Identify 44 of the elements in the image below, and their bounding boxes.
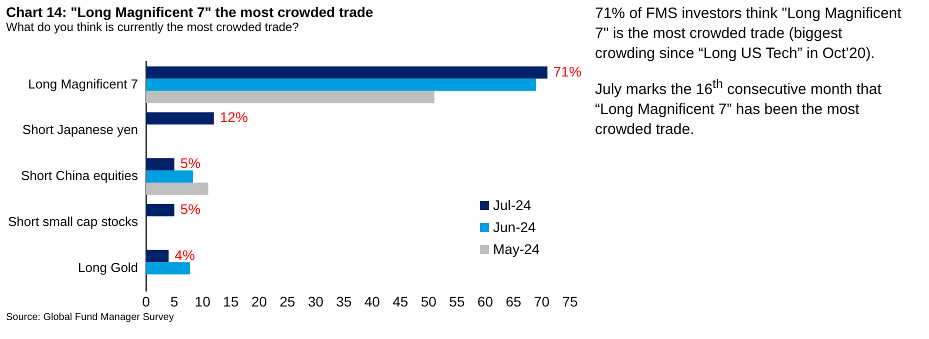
chart-title: Chart 14: "Long Magnificent 7" the most crowded trade (6, 4, 374, 20)
data-label: 5% (180, 201, 201, 218)
x-tick-label: 65 (506, 293, 522, 310)
x-tick-label: 50 (420, 293, 437, 310)
x-tick-label: 0 (142, 293, 150, 310)
x-tick-label: 30 (308, 293, 324, 310)
y-tick-label: Short small cap stocks (8, 214, 139, 229)
legend-label: May-24 (493, 241, 540, 257)
y-tick-label: Short Japanese yen (22, 122, 138, 138)
bar (146, 204, 174, 216)
x-tick-label: 25 (280, 293, 296, 310)
bar (146, 112, 214, 125)
bar (146, 158, 174, 170)
data-label: 12% (220, 109, 248, 126)
y-tick-label: Short China equities (20, 168, 139, 184)
bar (146, 78, 536, 91)
legend-label: Jun-24 (493, 219, 536, 235)
x-tick-label: 10 (194, 293, 211, 310)
x-tick-label: 20 (251, 293, 268, 310)
y-tick-label: Long Magnificent 7 (28, 76, 138, 92)
bar (146, 262, 190, 274)
data-label: 5% (180, 155, 201, 172)
bar (146, 250, 169, 262)
x-tick-label: 70 (534, 293, 550, 310)
x-tick-label: 60 (477, 293, 494, 310)
bar (146, 182, 208, 195)
text: July marks the 16$^{th}$ consecutive month that “Long Magnificent 7” has been the most crowded trade. (595, 76, 882, 140)
data-label: 4% (174, 246, 195, 263)
data-label: 71% (553, 63, 582, 80)
bar (146, 170, 193, 183)
source-note: Source: Global Fund Manager Survey (6, 312, 174, 323)
bar (146, 66, 548, 79)
x-tick-label: 45 (392, 293, 408, 310)
x-tick-label: 5 (170, 293, 178, 310)
chart-subtitle: What do you think is currently the most crowded trade? (6, 20, 300, 34)
x-tick-label: 75 (562, 293, 578, 310)
y-tick-label: Long Gold (78, 260, 138, 275)
legend-label: Jul-24 (493, 197, 532, 213)
bar (146, 90, 434, 104)
x-tick-label: 35 (336, 293, 352, 310)
x-tick-label: 15 (223, 293, 239, 310)
x-tick-label: 40 (364, 293, 380, 310)
text: 71% of FMS investors think "Long Magnificent 7" is the most crowded trade (biggest crowding since “Long US Tech” in Oct’20). (595, 4, 902, 64)
x-tick-label: 55 (449, 293, 465, 310)
